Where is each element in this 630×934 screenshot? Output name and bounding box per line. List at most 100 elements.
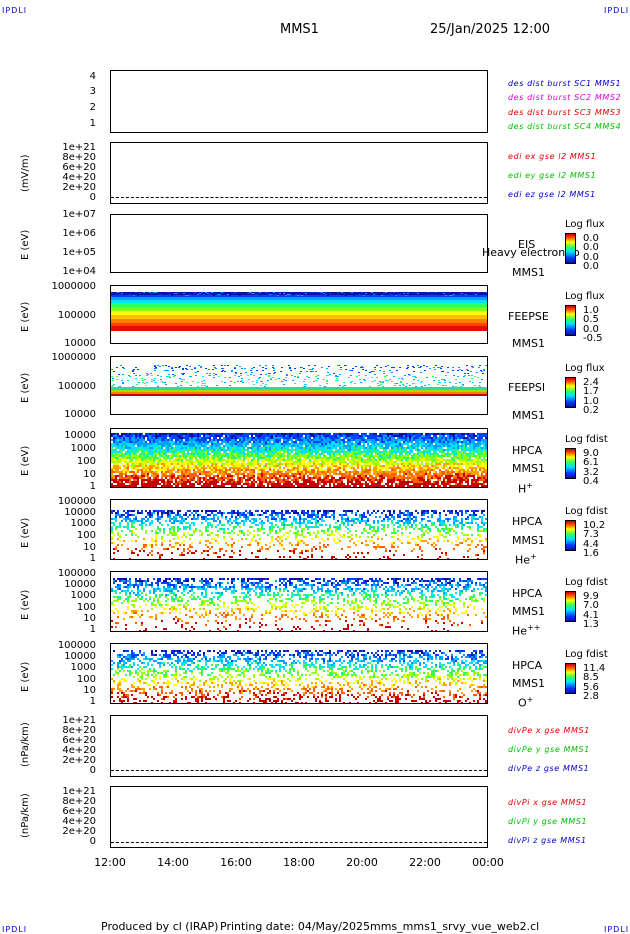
spectrogram-cell (417, 475, 419, 477)
spectrogram-cell (123, 443, 125, 445)
spectrogram-cell (155, 443, 157, 445)
spectrogram-cell (441, 467, 443, 469)
spectrogram-cell (135, 437, 137, 439)
spectrogram-cell (379, 370, 381, 371)
spectrogram-cell (453, 475, 455, 477)
spectrogram-cell (277, 439, 279, 441)
spectrogram-cell (171, 485, 173, 487)
spectrogram-cell (349, 475, 351, 477)
spectrogram-cell (265, 451, 267, 453)
spectrogram-cell (381, 479, 383, 481)
spectrogram-cell (251, 461, 253, 463)
spectrogram-cell (291, 471, 293, 473)
spectrogram-cell (155, 459, 157, 461)
spectrogram-cell (333, 477, 335, 479)
spectrogram-cell (326, 368, 328, 369)
spectrogram-cell (203, 433, 205, 435)
spectrogram-cell (183, 485, 185, 487)
spectrogram-cell (409, 459, 411, 461)
y-tick: 1000000 (51, 281, 96, 292)
spectrogram-cell (241, 380, 243, 381)
spectrogram-cell (333, 455, 335, 457)
spectrogram-cell (373, 457, 375, 459)
spectrogram-cell (413, 439, 415, 441)
spectrogram-cell (369, 479, 371, 481)
spectrogram-cell (321, 439, 323, 441)
spectrogram-cell (387, 467, 389, 469)
spectrogram-cell (213, 477, 215, 479)
spectrogram-cell (235, 373, 237, 374)
spectrogram-cell (401, 461, 403, 463)
spectrogram-cell (301, 455, 303, 457)
spectrogram-cell (317, 451, 319, 453)
spectrogram-cell (211, 461, 213, 463)
spectrogram-cell (161, 471, 163, 473)
spectrogram-cell (173, 441, 175, 443)
spectrogram-cell (215, 467, 217, 469)
spectrogram-cell (259, 477, 261, 479)
spectrogram-cell (387, 485, 389, 487)
spectrogram-cell (167, 463, 169, 465)
spectrogram-cell (219, 447, 221, 449)
spectrogram-cell (439, 461, 441, 463)
spectrogram-cell (287, 453, 289, 455)
spectrogram-cell (425, 469, 427, 471)
spectrogram-cell (291, 475, 293, 477)
spectrogram-cell (355, 461, 357, 463)
spectrogram-cell (237, 381, 239, 382)
spectrogram-cell (257, 443, 259, 445)
spectrogram-cell (221, 449, 223, 451)
spectrogram-cell (305, 465, 307, 467)
spectrogram-cell (375, 475, 377, 477)
spectrogram-cell (205, 435, 207, 437)
spectrogram-cell (241, 465, 243, 467)
spectrogram-cell (135, 455, 137, 457)
spectrogram-cell (243, 461, 245, 463)
spectrogram-cell (161, 463, 163, 465)
spectrogram-cell (379, 475, 381, 477)
spectrogram-cell (143, 469, 145, 471)
spectrogram-cell (303, 481, 305, 483)
spectrogram-cell (177, 459, 179, 461)
spectrogram-cell (159, 439, 161, 441)
spectrogram-cell (283, 473, 285, 475)
spectrogram-cell (186, 382, 188, 383)
spectrogram-cell (315, 433, 317, 435)
spectrogram-cell (139, 459, 141, 461)
spectrogram-cell (123, 465, 125, 467)
spectrogram-cell (272, 367, 274, 368)
spectrogram-cell (137, 369, 139, 370)
spectrogram-cell (135, 447, 137, 449)
spectrogram-cell (153, 433, 155, 435)
spectrogram-cell (183, 373, 185, 374)
spectrogram-cell (227, 463, 229, 465)
spectrogram-cell (441, 455, 443, 457)
spectrogram-cell (193, 449, 195, 451)
spectrogram-cell (387, 437, 389, 439)
spectrogram-cell (481, 292, 483, 293)
spectrogram-cell (159, 445, 161, 447)
spectrogram-cell (227, 483, 229, 485)
spectrogram-cell (154, 366, 156, 367)
spectrogram-cell (185, 477, 187, 479)
spectrogram-cell (251, 433, 253, 435)
spectrogram-cell (191, 369, 193, 370)
spectrogram-cell (287, 479, 289, 481)
spectrogram-cell (165, 461, 167, 463)
spectrogram-cell (297, 477, 299, 479)
spectrogram-cell (313, 467, 315, 469)
spectrogram-cell (169, 455, 171, 457)
spectrogram-cell (163, 471, 165, 473)
spectrogram-cell (185, 463, 187, 465)
spectrogram-cell (431, 457, 433, 459)
spectrogram-cell (253, 465, 255, 467)
spectrogram-cell (247, 433, 249, 435)
spectrogram-cell (239, 473, 241, 475)
spectrogram-cell (201, 473, 203, 475)
spectrogram-cell (287, 294, 289, 295)
spectrogram-cell (441, 433, 443, 435)
spectrogram-cell (211, 471, 213, 473)
spectrogram-cell (231, 467, 233, 469)
spectrogram-cell (267, 459, 269, 461)
spectrogram-cell (123, 455, 125, 457)
